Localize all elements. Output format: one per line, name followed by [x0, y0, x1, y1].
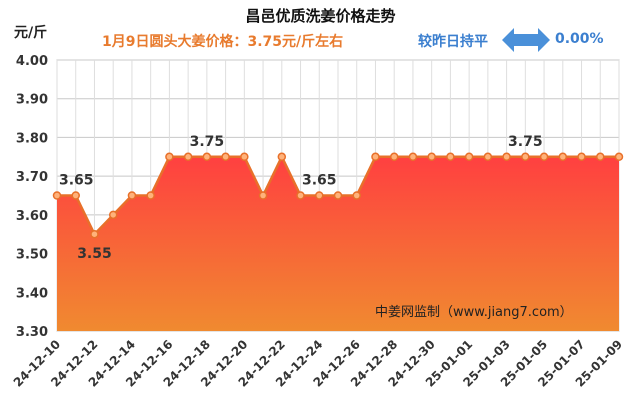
data-point: [521, 152, 530, 162]
data-labels: 3.65 3.55 3.75 3.65 3.75: [59, 134, 543, 262]
data-point: [258, 191, 268, 200]
chart-title: 昌邑优质洗姜价格走势: [245, 7, 396, 25]
data-point: [464, 152, 474, 162]
data-point: [502, 152, 511, 162]
y-tick-label: 3.60: [16, 209, 48, 224]
data-point: [539, 152, 549, 162]
y-tick-label: 3.80: [16, 131, 48, 146]
y-tick-label: 3.50: [16, 248, 48, 263]
data-point: [577, 152, 586, 162]
y-tick-label: 3.90: [16, 93, 48, 108]
y-tick-label: 4.00: [16, 54, 48, 69]
y-axis-ticks: 3.30 3.40 3.50 3.60 3.70 3.80 3.90 4.00: [16, 54, 48, 340]
y-tick-label: 3.70: [16, 170, 48, 185]
data-point: [71, 191, 80, 200]
data-point: [315, 191, 324, 200]
data-point: [558, 152, 568, 162]
data-label: 3.75: [508, 134, 543, 150]
data-label: 3.65: [59, 173, 94, 189]
data-label: 3.55: [77, 246, 112, 262]
data-point: [333, 191, 343, 200]
double-arrow-icon: [502, 28, 550, 52]
data-point: [108, 210, 118, 220]
data-point: [389, 152, 399, 162]
data-point: [52, 191, 62, 200]
data-point: [221, 152, 230, 162]
data-point: [614, 152, 624, 162]
data-point: [427, 152, 436, 162]
price-note: 1月9日圆头大姜价格：3.75元/斤左右: [102, 34, 344, 50]
data-point: [371, 152, 380, 162]
y-axis-unit: 元/斤: [14, 25, 48, 41]
data-points: [52, 152, 624, 239]
compare-value: 0.00%: [555, 31, 604, 47]
x-axis-ticks: 24-12-1024-12-1224-12-1424-12-1624-12-18…: [11, 337, 625, 389]
data-point: [183, 152, 193, 162]
data-label: 3.75: [190, 134, 225, 150]
data-label: 3.65: [302, 173, 337, 189]
watermark: 中姜网监制（www.jiang7.com）: [375, 305, 573, 320]
data-point: [296, 191, 305, 200]
data-point: [202, 152, 212, 162]
data-point: [596, 152, 605, 162]
data-point: [127, 191, 137, 200]
area-fill: [57, 156, 619, 331]
data-point: [90, 229, 99, 239]
compare-label: 较昨日持平: [418, 34, 488, 50]
data-point: [240, 152, 249, 162]
data-point: [483, 152, 493, 162]
data-point: [408, 152, 418, 162]
y-tick-label: 3.40: [16, 286, 48, 301]
data-point: [165, 152, 174, 162]
data-point: [352, 191, 361, 200]
y-tick-label: 3.30: [16, 325, 48, 340]
data-point: [277, 152, 287, 162]
data-point: [446, 152, 455, 162]
data-point: [146, 191, 155, 200]
